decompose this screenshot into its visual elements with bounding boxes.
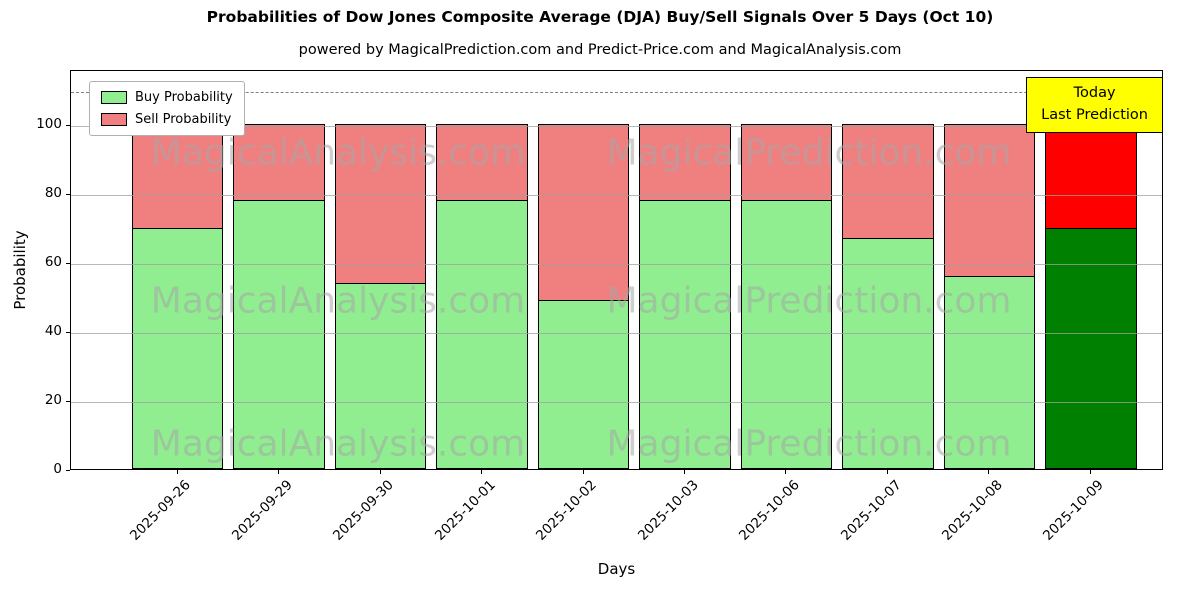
- x-tick-label: 2025-10-02: [533, 477, 600, 544]
- x-tick-mark: [988, 470, 990, 474]
- annotation-line2: Last Prediction: [1041, 106, 1148, 123]
- gridline: [71, 402, 1162, 404]
- sell-bar-segment: [334, 124, 427, 284]
- x-tick-mark: [176, 470, 178, 474]
- buy-swatch-icon: [101, 91, 127, 104]
- legend-item-sell: Sell Probability: [101, 112, 233, 127]
- x-tick-label: 2025-10-08: [938, 477, 1006, 544]
- x-tick-label: 2025-09-30: [330, 477, 397, 544]
- threshold-dashed-line: [71, 91, 1162, 93]
- buy-bar-segment: [740, 200, 833, 469]
- gridline: [71, 333, 1162, 335]
- sell-bar-segment: [943, 124, 1036, 277]
- buy-bar-segment: [537, 300, 630, 469]
- sell-bar-segment: [740, 124, 833, 202]
- x-axis-label: Days: [597, 560, 636, 578]
- y-tick-label: 40: [44, 323, 62, 340]
- x-tick-label: 2025-10-01: [431, 477, 499, 544]
- sell-bar-segment: [842, 124, 934, 239]
- legend-item-buy: Buy Probability: [101, 90, 233, 105]
- gridline: [71, 126, 1162, 128]
- buy-bar-segment: [639, 200, 731, 469]
- y-tick-label: 80: [44, 185, 62, 202]
- x-tick-mark: [582, 470, 584, 474]
- x-tick-label: 2025-10-07: [837, 477, 905, 544]
- gridline: [71, 195, 1162, 197]
- buy-bar-segment: [131, 227, 224, 469]
- sell-swatch-icon: [101, 113, 127, 126]
- legend: Buy Probability Sell Probability: [89, 81, 245, 136]
- sell-bar-segment: [131, 124, 224, 229]
- x-tick-label: 2025-10-09: [1040, 477, 1108, 544]
- sell-bar-segment: [639, 124, 731, 202]
- x-tick-mark: [683, 470, 685, 474]
- x-tick-label: 2025-09-26: [127, 477, 194, 544]
- x-tick-label: 2025-10-03: [634, 477, 702, 544]
- x-tick-mark: [481, 470, 483, 474]
- buy-bar-segment: [233, 200, 325, 469]
- buy-bar-segment: [943, 275, 1036, 469]
- legend-label-sell: Sell Probability: [135, 112, 232, 127]
- buy-bar-segment: [334, 282, 427, 469]
- buy-bar-segment: [436, 200, 528, 469]
- sell-bar-segment: [233, 124, 325, 202]
- x-tick-label: 2025-10-06: [735, 477, 803, 544]
- y-tick-mark: [66, 194, 70, 196]
- buy-bar-segment: [842, 237, 934, 469]
- sell-bar-segment: [1045, 124, 1137, 229]
- plot-area: Buy Probability Sell Probability Today L…: [70, 70, 1163, 470]
- x-tick-label: 2025-09-29: [228, 477, 296, 544]
- chart-title: Probabilities of Dow Jones Composite Ave…: [206, 8, 994, 26]
- today-annotation: Today Last Prediction: [1026, 77, 1163, 133]
- x-tick-mark: [785, 470, 787, 474]
- y-tick-mark: [66, 125, 70, 127]
- x-tick-mark: [1089, 470, 1091, 474]
- y-tick-mark: [66, 263, 70, 265]
- x-tick-mark: [278, 470, 280, 474]
- x-tick-mark: [379, 470, 381, 474]
- y-tick-mark: [66, 332, 70, 334]
- x-tick-mark: [886, 470, 888, 474]
- sell-bar-segment: [436, 124, 528, 202]
- legend-label-buy: Buy Probability: [135, 90, 233, 105]
- sell-bar-segment: [537, 124, 630, 302]
- y-tick-label: 20: [44, 392, 62, 409]
- y-tick-mark: [66, 401, 70, 403]
- y-tick-label: 0: [53, 461, 62, 477]
- buy-bar-segment: [1045, 227, 1137, 469]
- annotation-line1: Today: [1073, 85, 1116, 101]
- y-tick-label: 60: [44, 254, 62, 271]
- y-tick-label: 100: [36, 116, 62, 133]
- y-tick-mark: [66, 470, 70, 471]
- chart-subtitle: powered by MagicalPrediction.com and Pre…: [298, 42, 902, 58]
- gridline: [71, 264, 1162, 266]
